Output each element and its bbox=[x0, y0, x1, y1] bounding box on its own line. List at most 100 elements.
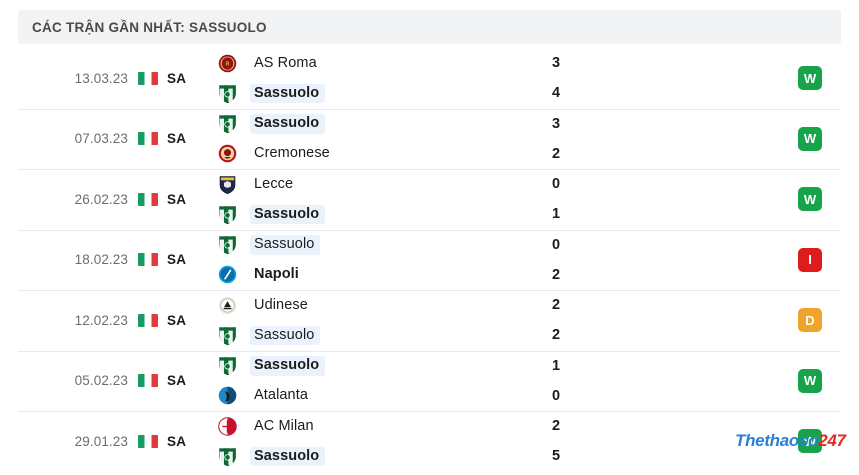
team-name-away[interactable]: Sassuolo bbox=[250, 446, 326, 466]
team-line-away: Atalanta bbox=[217, 385, 552, 407]
team-name-home[interactable]: AS Roma bbox=[254, 54, 317, 71]
away-score: 0 bbox=[552, 387, 561, 404]
home-score: 1 bbox=[552, 357, 561, 374]
result-cell: I bbox=[767, 247, 859, 272]
team-name-home[interactable]: Udinese bbox=[254, 296, 308, 313]
table-row[interactable]: 05.02.23 SA Sassuolo Atalanta 1 0 W bbox=[0, 350, 859, 412]
team-line-home: Sassuolo bbox=[217, 113, 552, 135]
team-name-home[interactable]: Sassuolo bbox=[250, 114, 326, 134]
team-name-home[interactable]: AC Milan bbox=[254, 417, 314, 434]
atalanta-crest-icon bbox=[217, 385, 238, 406]
team-name-away[interactable]: Atalanta bbox=[254, 387, 309, 403]
home-score: 0 bbox=[552, 176, 561, 193]
league-code: SA bbox=[167, 373, 187, 389]
table-row[interactable]: 18.02.23 SA Sassuolo Napoli 0 2 I bbox=[0, 229, 859, 291]
result-badge-draw[interactable]: D bbox=[798, 308, 822, 333]
home-score: 0 bbox=[552, 236, 561, 253]
team-line-away: Sassuolo bbox=[217, 445, 552, 467]
italy-flag-icon bbox=[138, 192, 158, 206]
league-cell[interactable]: SA bbox=[128, 71, 212, 86]
cremonese-crest-icon bbox=[217, 143, 238, 164]
team-name-away[interactable]: Sassuolo bbox=[250, 325, 321, 345]
result-badge-win[interactable]: W bbox=[798, 66, 822, 91]
away-score: 2 bbox=[552, 266, 561, 283]
sassuolo-crest-icon bbox=[217, 325, 238, 346]
teams-cell: Sassuolo Cremonese bbox=[212, 113, 552, 165]
team-line-home: Sassuolo bbox=[217, 234, 552, 256]
table-row[interactable]: 12.02.23 SA Udinese Sassuolo 2 2 D bbox=[0, 290, 859, 351]
italy-flag-icon bbox=[138, 434, 158, 448]
away-score: 1 bbox=[552, 206, 561, 223]
league-code: SA bbox=[167, 433, 187, 449]
league-cell[interactable]: SA bbox=[128, 373, 212, 388]
italy-flag-icon bbox=[138, 71, 158, 85]
match-date: 13.03.23 bbox=[74, 70, 128, 86]
home-score: 2 bbox=[552, 418, 561, 435]
league-cell[interactable]: SA bbox=[128, 192, 212, 207]
team-line-home: R AS Roma bbox=[217, 52, 552, 74]
sassuolo-crest-icon bbox=[217, 355, 238, 376]
team-name-home[interactable]: Sassuolo bbox=[250, 235, 321, 255]
table-row[interactable]: 29.01.23 SA AC Milan Sassuolo 2 5 W bbox=[0, 411, 859, 472]
away-score: 4 bbox=[552, 85, 561, 102]
match-date: 26.02.23 bbox=[74, 191, 128, 207]
sassuolo-crest-icon bbox=[217, 204, 238, 225]
league-cell[interactable]: SA bbox=[128, 313, 212, 328]
league-cell[interactable]: SA bbox=[128, 131, 212, 146]
result-cell: W bbox=[767, 429, 859, 454]
result-badge-loss[interactable]: I bbox=[798, 247, 822, 272]
result-cell: W bbox=[767, 187, 859, 212]
teams-cell: Lecce Sassuolo bbox=[212, 173, 552, 225]
team-name-away[interactable]: Napoli bbox=[254, 266, 299, 282]
teams-cell: Udinese Sassuolo bbox=[212, 294, 552, 346]
italy-flag-icon bbox=[138, 374, 158, 388]
teams-cell: Sassuolo Atalanta bbox=[212, 355, 552, 407]
result-cell: D bbox=[767, 308, 859, 333]
udinese-crest-icon bbox=[217, 295, 238, 316]
team-name-home[interactable]: Lecce bbox=[254, 175, 294, 192]
result-badge-win[interactable]: W bbox=[798, 429, 822, 454]
sassuolo-crest-icon bbox=[217, 83, 238, 104]
page-title: CÁC TRẬN GẦN NHẤT: SASSUOLO bbox=[32, 19, 267, 35]
match-date: 05.02.23 bbox=[74, 373, 128, 389]
result-cell: W bbox=[767, 126, 859, 151]
sassuolo-crest-icon bbox=[217, 113, 238, 134]
away-score: 2 bbox=[552, 145, 561, 162]
teams-cell: AC Milan Sassuolo bbox=[212, 415, 552, 467]
team-name-away[interactable]: Sassuolo bbox=[250, 204, 326, 224]
team-line-away: Napoli bbox=[217, 264, 552, 286]
away-score: 2 bbox=[552, 327, 561, 344]
table-row[interactable]: 13.03.23 SA R AS Roma Sassuolo 3 4 W bbox=[0, 48, 859, 109]
ac-milan-crest-icon bbox=[217, 416, 238, 437]
sassuolo-crest-icon bbox=[217, 234, 238, 255]
league-code: SA bbox=[167, 131, 187, 147]
result-badge-win[interactable]: W bbox=[798, 368, 822, 393]
match-list: 13.03.23 SA R AS Roma Sassuolo 3 4 W 07.03.23 SA S… bbox=[0, 48, 859, 472]
team-line-away: Sassuolo bbox=[217, 82, 552, 104]
home-score: 3 bbox=[552, 55, 561, 72]
italy-flag-icon bbox=[138, 132, 158, 146]
league-cell[interactable]: SA bbox=[128, 252, 212, 267]
team-name-home[interactable]: Sassuolo bbox=[250, 356, 326, 376]
result-badge-win[interactable]: W bbox=[798, 187, 822, 212]
league-code: SA bbox=[167, 191, 187, 207]
match-date: 07.03.23 bbox=[74, 131, 128, 147]
league-code: SA bbox=[167, 252, 187, 268]
italy-flag-icon bbox=[138, 253, 158, 267]
league-cell[interactable]: SA bbox=[128, 434, 212, 449]
table-row[interactable]: 07.03.23 SA Sassuolo Cremonese 3 2 W bbox=[0, 108, 859, 170]
result-cell: W bbox=[767, 368, 859, 393]
team-name-away[interactable]: Cremonese bbox=[254, 145, 330, 161]
table-row[interactable]: 26.02.23 SA Lecce Sassuolo 0 1 W bbox=[0, 169, 859, 230]
match-date: 29.01.23 bbox=[74, 433, 128, 449]
league-code: SA bbox=[167, 312, 187, 328]
result-badge-win[interactable]: W bbox=[798, 126, 822, 151]
team-name-away[interactable]: Sassuolo bbox=[250, 83, 326, 103]
team-line-home: AC Milan bbox=[217, 415, 552, 437]
